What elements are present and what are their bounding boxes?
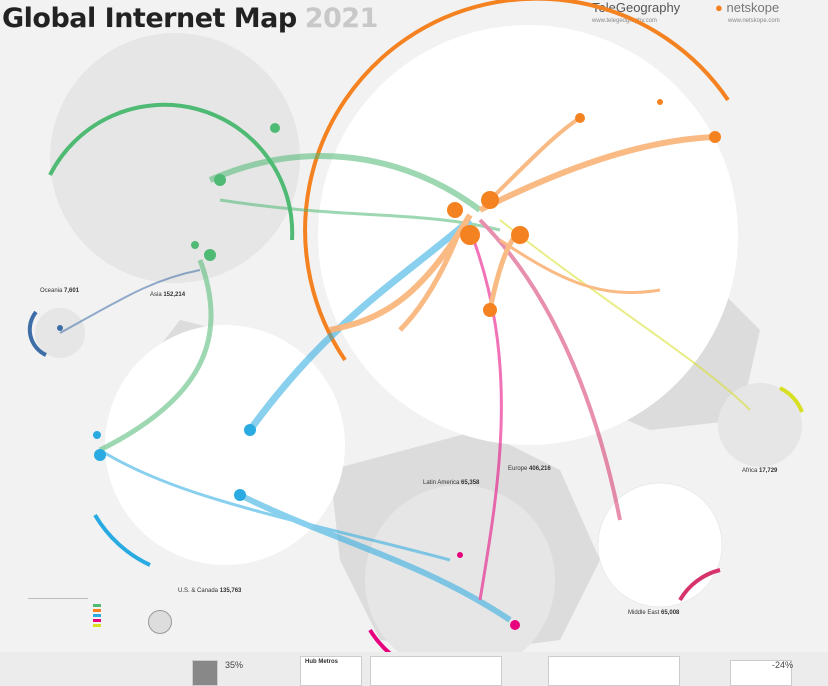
oceania-region-arc [27,310,47,357]
legend-circle-scale [148,610,172,634]
africa-label: Africa 17,729 [742,468,778,474]
latin-america-region-circle[interactable] [365,485,555,652]
asia-label: Asia 152,214 [150,292,186,298]
footer-bar: 35% Hub Metros -24% [0,652,828,686]
asia-region-circle[interactable] [50,33,300,283]
footer-right-percent: -24% [772,660,794,670]
netskope-logo: ● netskope [715,0,780,15]
footer-right-panel [548,656,680,686]
asia-region-arc [48,102,295,241]
title-year: 2021 [304,3,379,34]
footer-right-gauge [730,660,792,686]
title-text: Global Internet Map [2,3,297,34]
legend-color-swatches [93,598,123,643]
footer-hub-panel: Hub Metros [300,656,362,686]
africa-region-circle[interactable] [718,383,802,467]
europe-region-arc [303,0,730,362]
us-canada-label: U.S. & Canada 135,763 [178,588,242,594]
africa-region-arc [779,386,804,413]
connection-flows [59,116,751,623]
middle-east-region-arc [678,568,721,602]
legend-text-block [28,598,88,644]
page-title: Global Internet Map 2021 [2,4,378,34]
footer-hub-detail [370,656,502,686]
latin-america-label: Latin America 65,358 [423,480,480,486]
us-canada-region-arc [93,513,151,567]
netskope-url: www.netskope.com [728,18,780,24]
footer-hub-title: Hub Metros [305,659,338,665]
middle-east-label: Middle East 65,008 [628,610,680,616]
telegeography-url: www.telegeography.com [592,18,657,24]
hub-nodes [57,99,721,630]
footer-left-gauge [192,660,218,686]
netskope-dot-icon: ● [715,0,723,15]
oceania-label: Oceania 7,601 [40,288,80,294]
map-legend [28,598,218,648]
footer-left-percent: 35% [225,660,244,670]
world-map[interactable]: Asia 152,214 Europe 406,216 Oceania 7,60… [0,0,828,652]
latin-america-region-arc [368,628,392,652]
middle-east-region-circle[interactable] [597,482,723,608]
europe-label: Europe 406,216 [508,466,551,472]
